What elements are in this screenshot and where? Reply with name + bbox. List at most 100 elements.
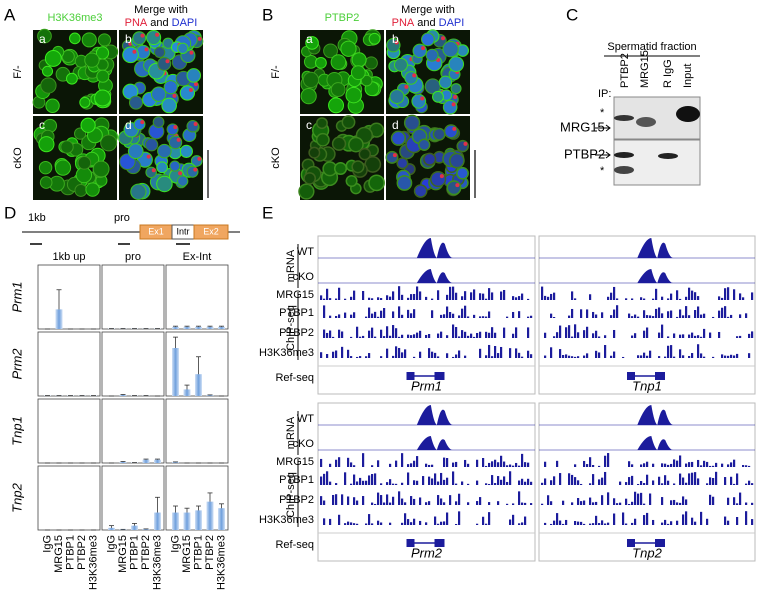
chip-signal [521, 522, 524, 525]
chip-signal [571, 336, 574, 338]
chip-signal [742, 297, 745, 300]
acrosome [463, 141, 468, 146]
chip-signal [601, 477, 604, 485]
cell [341, 115, 356, 130]
chip-signal [329, 330, 332, 338]
chip-signal [395, 483, 398, 485]
merge-label: Merge with [134, 4, 188, 16]
chip-signal [338, 457, 341, 467]
chip-signal [703, 460, 706, 467]
chip-signal [410, 335, 413, 338]
chip-signal [571, 502, 574, 505]
chip-signal [646, 355, 649, 358]
cell [333, 161, 348, 176]
mrna-signal [318, 269, 535, 283]
chip-signal [443, 457, 446, 467]
chip-signal [488, 483, 491, 485]
bar [172, 348, 179, 396]
chip-signal [503, 327, 506, 338]
cell [345, 174, 358, 188]
chip-signal [649, 315, 652, 318]
subpanel-label: c [39, 118, 45, 132]
cell [316, 117, 328, 130]
chip-signal [323, 305, 326, 318]
chip-signal [670, 500, 673, 505]
chip-signal [431, 298, 434, 300]
chip-signal [700, 465, 703, 467]
chip-signal [550, 480, 553, 485]
chip-signal [544, 295, 547, 300]
chip-signal [500, 479, 503, 485]
chip-signal [736, 353, 739, 358]
chip-signal [527, 327, 530, 338]
chip-signal [580, 521, 583, 525]
chip-signal [616, 503, 619, 505]
gene-exon [627, 539, 635, 547]
chip-signal [344, 312, 347, 318]
chip-signal [518, 465, 521, 467]
chip-signal [428, 464, 431, 467]
chip-signal [667, 311, 670, 318]
acrosome [132, 49, 137, 54]
chip-signal [491, 292, 494, 300]
chip-signal [440, 472, 443, 485]
chip-signal [467, 335, 470, 338]
chip-signal [320, 352, 323, 358]
chip-signal [607, 296, 610, 300]
chip-signal [407, 309, 410, 318]
chip-signal [326, 288, 329, 300]
cell [364, 56, 378, 70]
cell [340, 40, 357, 57]
chip-signal [506, 503, 509, 505]
row-label: cKO [270, 147, 282, 169]
chip-signal [425, 502, 428, 505]
chip-signal [688, 315, 691, 318]
acrosome [455, 183, 460, 188]
chip-signal [425, 522, 428, 525]
acrosome [188, 88, 193, 93]
chip-signal [353, 290, 356, 300]
chip-signal [329, 518, 332, 525]
subpanel-label: d [392, 118, 399, 132]
chip-signal [365, 480, 368, 485]
chip-signal [583, 330, 586, 338]
chip-signal [577, 332, 580, 338]
chip-signal [377, 520, 380, 525]
cell [85, 182, 100, 197]
chip-signal [574, 324, 577, 338]
chip-signal [700, 314, 703, 318]
chip-signal [530, 481, 533, 485]
chip-signal [485, 331, 488, 338]
bar [154, 512, 161, 530]
row-label: cKO [12, 147, 24, 169]
merge-label: PNA and DAPI [125, 17, 198, 29]
chip-signal [613, 309, 616, 318]
chip-signal [512, 514, 515, 525]
chip-signal [703, 313, 706, 318]
chip-signal [509, 464, 512, 467]
chip-signal [401, 522, 404, 525]
chip-signal [727, 316, 730, 318]
chip-signal [610, 315, 613, 318]
chip-signal [332, 351, 335, 358]
chip-signal [685, 499, 688, 505]
cell [157, 143, 172, 159]
chip-signal [586, 309, 589, 318]
chip-signal [748, 353, 751, 358]
chip-signal [365, 523, 368, 525]
chip-signal [452, 462, 455, 467]
chip-signal [709, 477, 712, 485]
mrna-signal [318, 238, 535, 258]
group-label: ChIP-seq [285, 472, 297, 518]
chip-signal [440, 498, 443, 505]
cell [302, 71, 320, 89]
chip-signal [736, 516, 739, 525]
chip-signal [592, 311, 595, 318]
chip-signal [613, 498, 616, 505]
chip-signal [607, 492, 610, 505]
chip-signal [643, 298, 646, 300]
chip-signal [527, 316, 530, 318]
chip-signal [524, 516, 527, 525]
chip-signal [664, 463, 667, 467]
